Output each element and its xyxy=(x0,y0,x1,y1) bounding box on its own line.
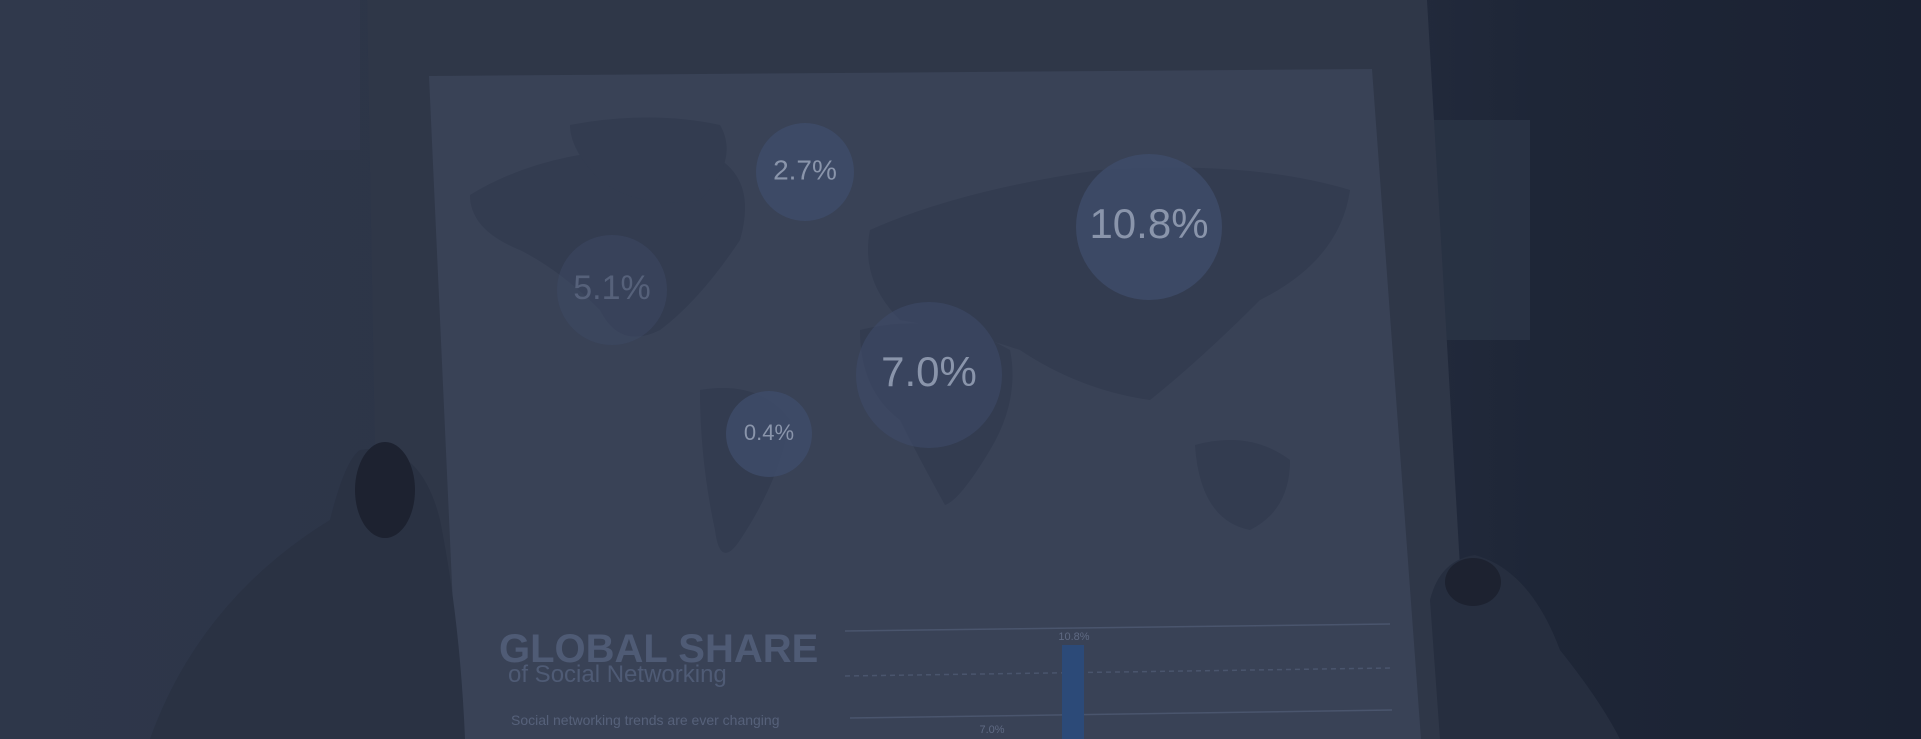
map-label: 7.0% xyxy=(881,348,977,395)
left-fingernail xyxy=(355,442,415,538)
background-wall xyxy=(0,0,360,150)
chart-line xyxy=(849,709,1393,719)
map-label: 10.8% xyxy=(1089,200,1208,247)
map-bubble xyxy=(1076,154,1222,300)
australia xyxy=(1195,440,1290,530)
bar-label: 7.0% xyxy=(979,724,1004,736)
infographic-title: GLOBAL SHARE xyxy=(499,627,818,671)
background-object xyxy=(1430,120,1530,340)
map-bubble xyxy=(557,235,667,345)
map-bubbles xyxy=(557,123,1222,477)
greenland xyxy=(570,117,727,203)
map-label: 5.1% xyxy=(573,269,651,307)
mini-chart-bar xyxy=(1062,645,1084,739)
map-label: 0.4% xyxy=(744,420,794,445)
map-bubble xyxy=(726,391,812,477)
map-label: 2.7% xyxy=(773,154,837,185)
map-bubble xyxy=(756,123,854,221)
bar-label: 10.8% xyxy=(1058,631,1089,643)
right-fingernail xyxy=(1445,558,1501,606)
map-labels: 2.7% 10.8% 5.1% 7.0% 0.4% xyxy=(573,154,1208,444)
mini-chart-lines xyxy=(844,623,1393,719)
chart-line xyxy=(844,667,1391,677)
infographic-subtitle: of Social Networking xyxy=(508,661,727,688)
chart-line xyxy=(844,623,1391,632)
infographic-body: Social networking trends are ever changi… xyxy=(511,712,780,728)
map-bubble xyxy=(856,302,1002,448)
